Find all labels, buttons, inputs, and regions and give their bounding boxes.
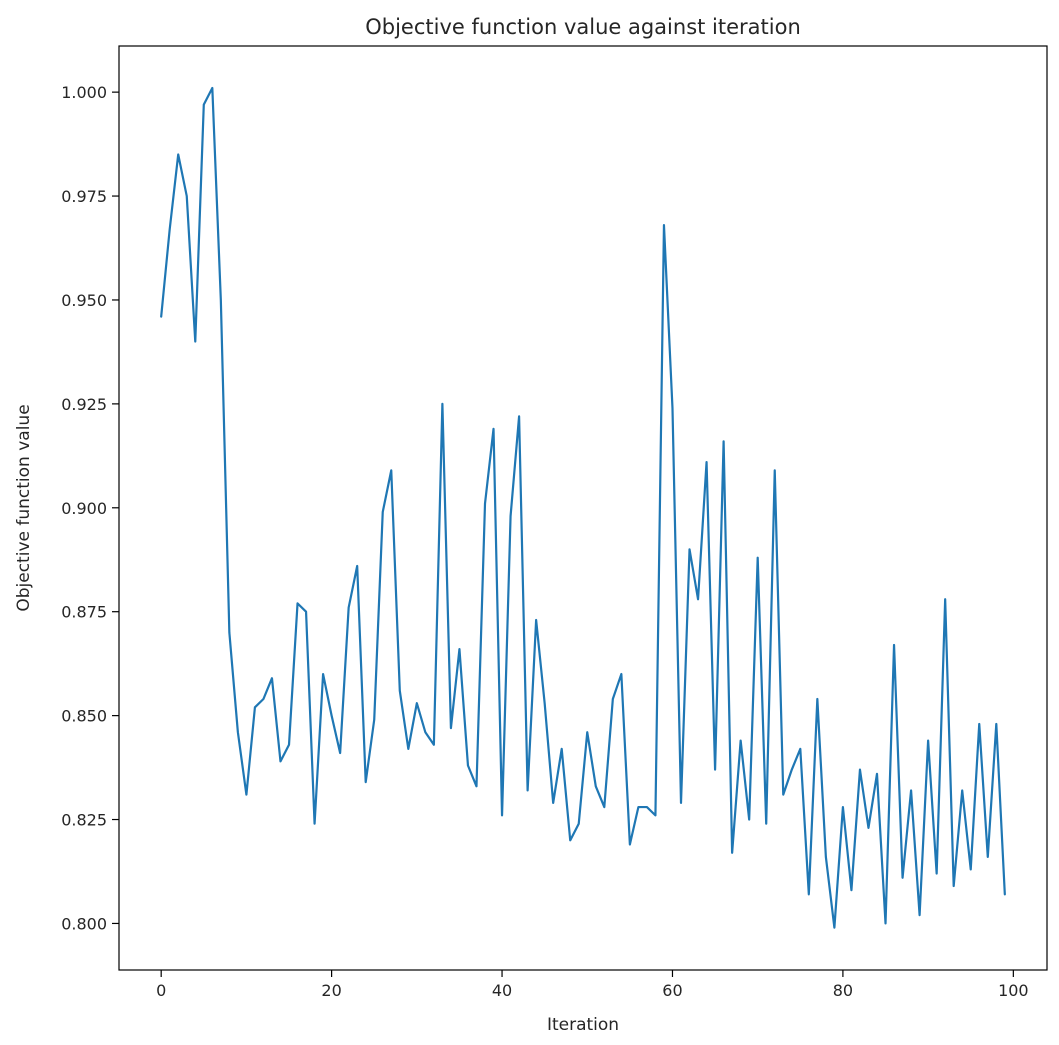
- y-tick-label: 0.825: [61, 811, 107, 830]
- x-tick-label: 80: [833, 981, 853, 1000]
- y-axis-label: Objective function value: [14, 404, 34, 611]
- chart-title: Objective function value against iterati…: [365, 15, 801, 39]
- y-tick-label: 0.950: [61, 291, 107, 310]
- y-tick-label: 0.900: [61, 499, 107, 518]
- y-axis: 0.800 0.825 0.850 0.875 0.900 0.925 0.950 0.975…: [61, 83, 119, 933]
- series-line: [160, 86, 1006, 929]
- y-tick-label: 0.975: [61, 187, 107, 206]
- plot-area: [118, 45, 1048, 971]
- y-tick-label: 0.875: [61, 603, 107, 622]
- x-tick-label: 60: [662, 981, 682, 1000]
- x-tick-label: 0: [156, 981, 166, 1000]
- x-axis-label: Iteration: [547, 1015, 619, 1035]
- y-tick-label: 1.000: [61, 83, 107, 102]
- y-tick-label: 0.800: [61, 914, 107, 933]
- y-tick-label: 0.925: [61, 395, 107, 414]
- x-tick-label: 40: [492, 981, 512, 1000]
- x-tick-label: 100: [998, 981, 1029, 1000]
- x-axis: 0 20 40 60 80 100: [156, 970, 1029, 1000]
- x-tick-label: 20: [321, 981, 341, 1000]
- y-tick-label: 0.850: [61, 707, 107, 726]
